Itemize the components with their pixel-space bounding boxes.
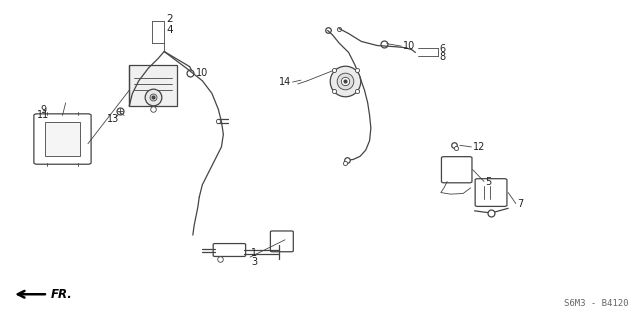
- Text: 1: 1: [252, 248, 257, 258]
- Text: FR.: FR.: [51, 288, 72, 301]
- Text: 10: 10: [196, 68, 208, 78]
- FancyBboxPatch shape: [475, 179, 507, 206]
- Text: S6M3 - B4120: S6M3 - B4120: [564, 299, 628, 308]
- Text: 12: 12: [472, 142, 485, 152]
- Text: 7: 7: [517, 198, 524, 209]
- FancyBboxPatch shape: [442, 157, 472, 183]
- Text: 5: 5: [485, 176, 492, 187]
- Text: 9: 9: [40, 105, 47, 115]
- Text: 14: 14: [279, 78, 291, 87]
- Text: 10: 10: [403, 41, 415, 51]
- FancyBboxPatch shape: [213, 244, 246, 256]
- Text: 13: 13: [107, 114, 119, 123]
- FancyBboxPatch shape: [271, 231, 293, 252]
- Text: 4: 4: [166, 25, 173, 35]
- Text: 3: 3: [252, 256, 257, 266]
- Text: 6: 6: [440, 44, 445, 54]
- Text: 2: 2: [166, 14, 173, 24]
- FancyBboxPatch shape: [45, 122, 80, 156]
- FancyBboxPatch shape: [34, 114, 91, 164]
- Text: 11: 11: [37, 110, 49, 121]
- Text: 8: 8: [440, 53, 445, 63]
- FancyBboxPatch shape: [129, 65, 177, 106]
